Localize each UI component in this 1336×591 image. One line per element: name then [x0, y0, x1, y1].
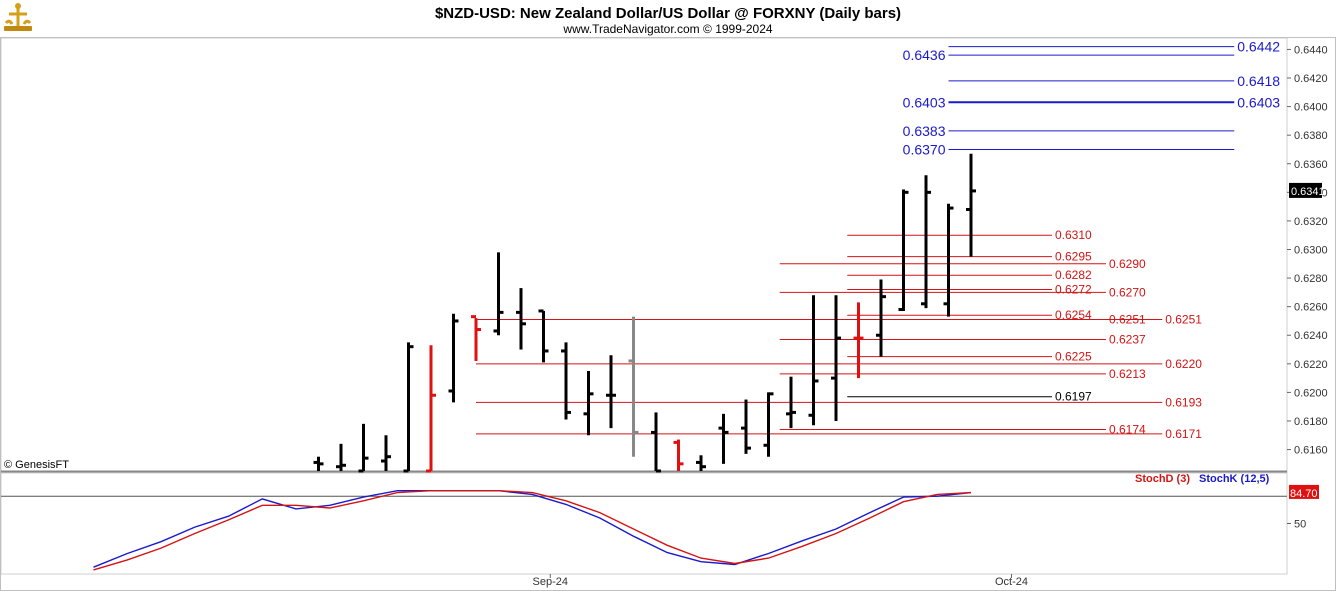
ohlc-bar — [853, 302, 864, 379]
y-tick-label: 0.6240 — [1294, 330, 1328, 342]
stoch-value-badge: 84.70 — [1289, 484, 1319, 500]
level-label: 0.6295 — [1055, 250, 1092, 264]
ohlc-bar — [561, 342, 571, 420]
ohlc-bar — [718, 413, 729, 464]
level-label: 0.6383 — [903, 123, 946, 139]
level-label: 0.6272 — [1055, 283, 1092, 297]
ohlc-bar — [966, 153, 976, 257]
level-label: 0.6225 — [1055, 350, 1092, 364]
credit-label: © GenesisFT — [4, 459, 69, 471]
ohlc-bar — [336, 443, 346, 471]
stoch-line-d — [93, 490, 972, 571]
legend-stochk: StochK (12,5) — [1199, 473, 1270, 485]
y-tick-label: 0.6420 — [1294, 73, 1328, 85]
logo-icon — [4, 3, 32, 31]
last-price-badge: 0.6341 — [1289, 182, 1325, 198]
ohlc-bar — [606, 355, 616, 429]
level-label: 0.6251 — [1165, 313, 1202, 327]
y-tick-label: 0.6180 — [1294, 416, 1328, 428]
level-label: 0.6254 — [1055, 308, 1092, 322]
ohlc-bar — [741, 399, 751, 454]
stoch-panel — [0, 472, 1288, 575]
ohlc-bar — [471, 315, 481, 361]
x-tick-label: Sep-24 — [533, 576, 568, 588]
level-label: 0.6197 — [1055, 390, 1092, 404]
y-tick-label: 0.6160 — [1294, 445, 1328, 457]
y-tick-label: 0.6400 — [1294, 102, 1328, 114]
chart-title: $NZD-USD: New Zealand Dollar/US Dollar @… — [435, 5, 901, 22]
y-tick-label: 0.6260 — [1294, 302, 1328, 314]
ohlc-bar — [808, 295, 819, 426]
date-axis: Sep-24 Oct-24 — [533, 574, 1028, 588]
ohlc-bar — [673, 439, 684, 471]
ohlc-bar — [516, 288, 526, 350]
ohlc-bar — [313, 456, 324, 471]
stoch-tick-label: 50 — [1294, 519, 1306, 531]
level-label: 0.6442 — [1237, 39, 1280, 55]
stochastic-lines — [93, 490, 972, 571]
ohlc-bar — [628, 316, 639, 457]
level-label: 0.6290 — [1109, 257, 1146, 271]
x-tick-label: Oct-24 — [995, 576, 1028, 588]
y-tick-label: 0.6220 — [1294, 359, 1328, 371]
stoch-line-k — [93, 490, 972, 568]
level-label: 0.6418 — [1237, 73, 1280, 89]
price-axis: 0.64400.64200.64000.63800.63600.63400.63… — [1287, 44, 1328, 531]
level-label: 0.6193 — [1165, 395, 1202, 409]
ohlc-bar — [898, 189, 909, 312]
ohlc-bar — [426, 345, 436, 473]
level-label: 0.6213 — [1109, 367, 1146, 381]
level-label: 0.6282 — [1055, 268, 1092, 282]
level-label: 0.6237 — [1109, 333, 1146, 347]
level-label: 0.6370 — [903, 141, 946, 157]
level-label: 0.6220 — [1165, 357, 1202, 371]
price-panel — [0, 37, 1288, 473]
svg-text:0.6341: 0.6341 — [1291, 186, 1325, 198]
level-label: 0.6403 — [903, 94, 946, 110]
price-bars — [313, 153, 976, 473]
level-label: 0.6171 — [1165, 427, 1202, 441]
ohlc-bar — [381, 435, 391, 471]
ohlc-bar — [651, 412, 661, 473]
level-label: 0.6270 — [1109, 285, 1146, 299]
ohlc-bar — [403, 342, 414, 473]
y-tick-label: 0.6320 — [1294, 216, 1328, 228]
y-tick-label: 0.6280 — [1294, 273, 1328, 285]
ohlc-bar — [786, 376, 796, 429]
legend-stochd: StochD (3) — [1135, 473, 1190, 485]
ohlc-bar — [493, 252, 504, 336]
level-label: 0.6436 — [903, 47, 946, 63]
ohlc-bar — [831, 295, 841, 421]
ohlc-bar — [876, 279, 886, 357]
level-label: 0.6174 — [1109, 423, 1146, 437]
level-label: 0.6403 — [1237, 94, 1280, 110]
ohlc-bar — [583, 370, 594, 436]
ohlc-bar — [538, 309, 549, 363]
chart-subtitle: www.TradeNavigator.com © 1999-2024 — [562, 22, 772, 36]
ohlc-bar — [448, 313, 459, 403]
level-label: 0.6310 — [1055, 228, 1092, 242]
y-tick-label: 0.6440 — [1294, 44, 1328, 56]
ohlc-bar — [943, 203, 954, 317]
ohlc-bar — [696, 455, 706, 471]
y-tick-label: 0.6300 — [1294, 244, 1328, 256]
svg-text:84.70: 84.70 — [1290, 488, 1318, 500]
ohlc-bar — [763, 392, 774, 457]
y-tick-label: 0.6360 — [1294, 159, 1328, 171]
ohlc-bar — [921, 175, 931, 309]
y-tick-label: 0.6380 — [1294, 130, 1328, 142]
ohlc-bar — [358, 423, 369, 473]
y-tick-label: 0.6200 — [1294, 387, 1328, 399]
level-lines: 0.6442 0.6436 0.6418 0.6403 0.6403 0.6383 0.63… — [476, 39, 1280, 441]
